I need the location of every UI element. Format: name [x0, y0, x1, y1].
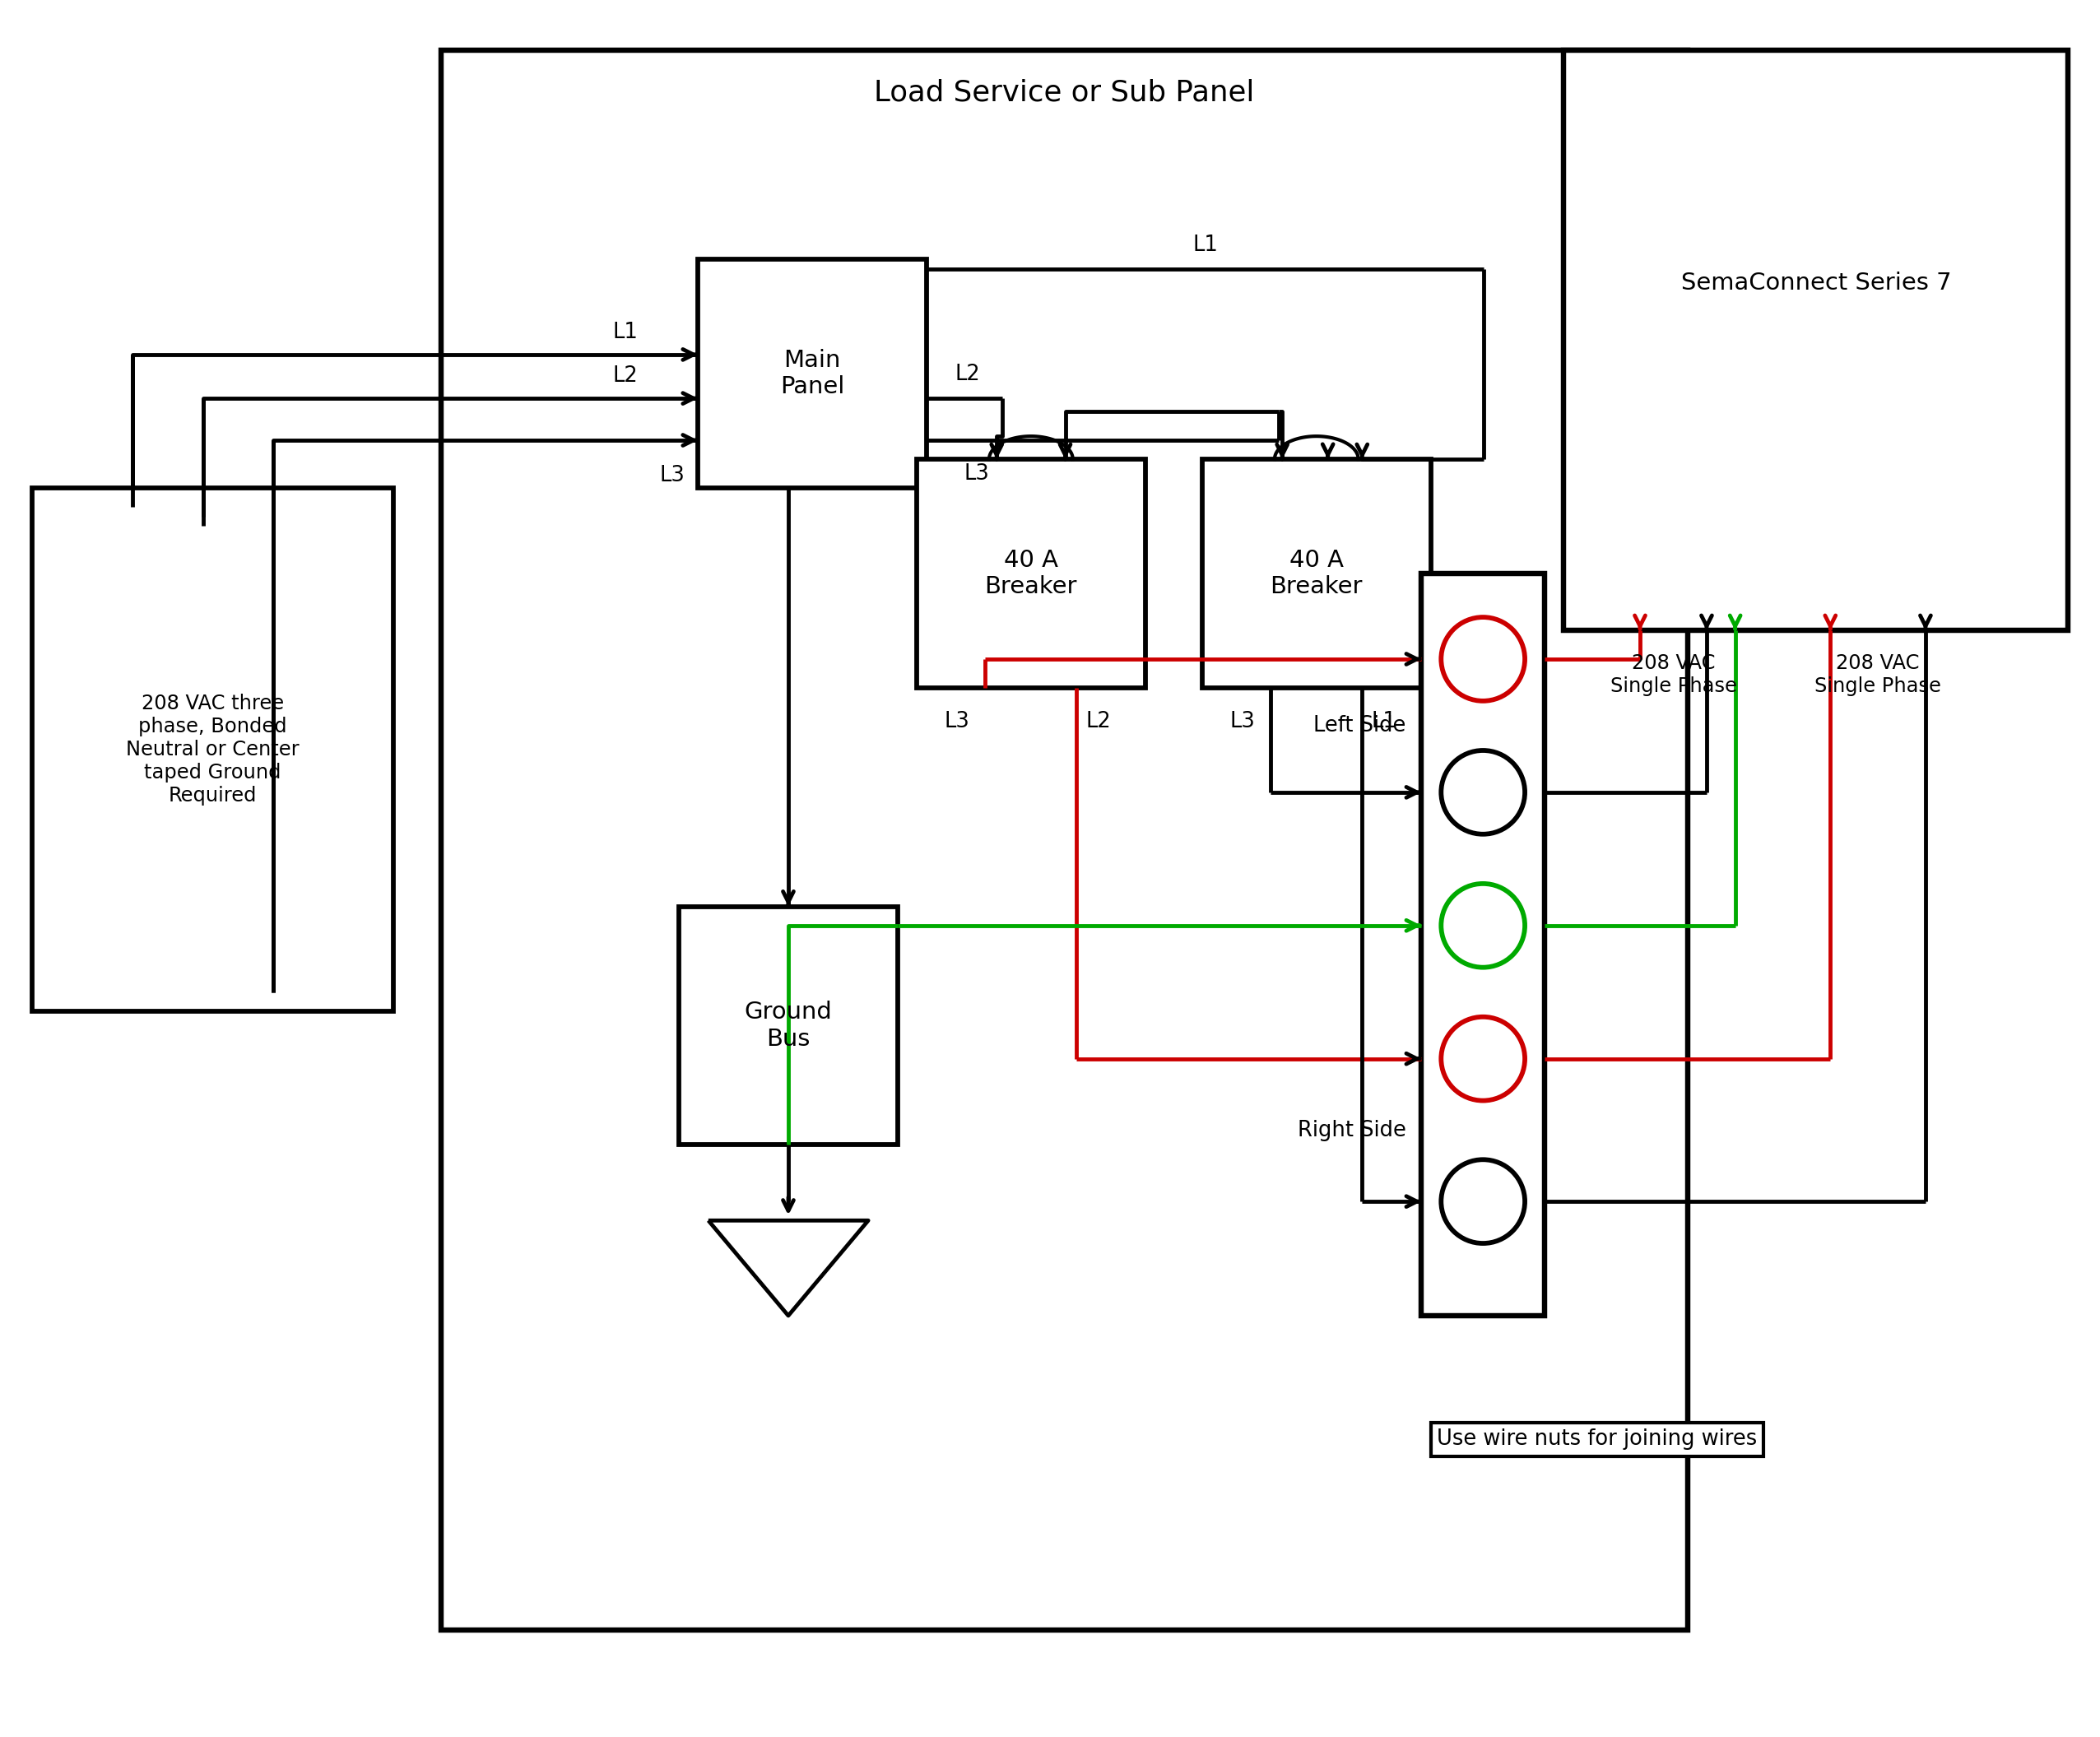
Text: 208 VAC
Single Phase: 208 VAC Single Phase — [1611, 653, 1737, 697]
Text: 40 A
Breaker: 40 A Breaker — [985, 549, 1077, 598]
Text: SemaConnect Series 7: SemaConnect Series 7 — [1680, 271, 1951, 295]
Text: L3: L3 — [945, 710, 970, 731]
Bar — [1422, 573, 1546, 1315]
Text: L1: L1 — [613, 321, 638, 344]
Text: L2: L2 — [956, 363, 981, 386]
Bar — [1564, 50, 2069, 631]
Bar — [32, 488, 393, 1011]
Text: Use wire nuts for joining wires: Use wire nuts for joining wires — [1436, 1430, 1758, 1450]
Text: Load Service or Sub Panel: Load Service or Sub Panel — [874, 78, 1254, 106]
Text: L3: L3 — [1231, 710, 1256, 731]
Text: L2: L2 — [1086, 710, 1111, 731]
Text: 208 VAC
Single Phase: 208 VAC Single Phase — [1814, 653, 1940, 697]
Bar — [918, 459, 1145, 688]
Text: L2: L2 — [613, 367, 638, 387]
Text: Right Side: Right Side — [1298, 1119, 1405, 1141]
Text: Left Side: Left Side — [1312, 716, 1405, 736]
Text: 40 A
Breaker: 40 A Breaker — [1270, 549, 1363, 598]
Text: 208 VAC three
phase, Bonded
Neutral or Center
taped Ground
Required: 208 VAC three phase, Bonded Neutral or C… — [126, 695, 298, 806]
Text: L1: L1 — [1371, 710, 1397, 731]
Text: L3: L3 — [964, 464, 989, 485]
Text: Main
Panel: Main Panel — [779, 349, 844, 398]
Text: Ground
Bus: Ground Bus — [743, 1001, 832, 1051]
Bar — [1203, 459, 1430, 688]
Text: L1: L1 — [1193, 234, 1218, 255]
Bar — [697, 259, 926, 488]
Bar — [441, 50, 1688, 1629]
Bar — [678, 907, 897, 1145]
Text: L3: L3 — [659, 466, 685, 486]
